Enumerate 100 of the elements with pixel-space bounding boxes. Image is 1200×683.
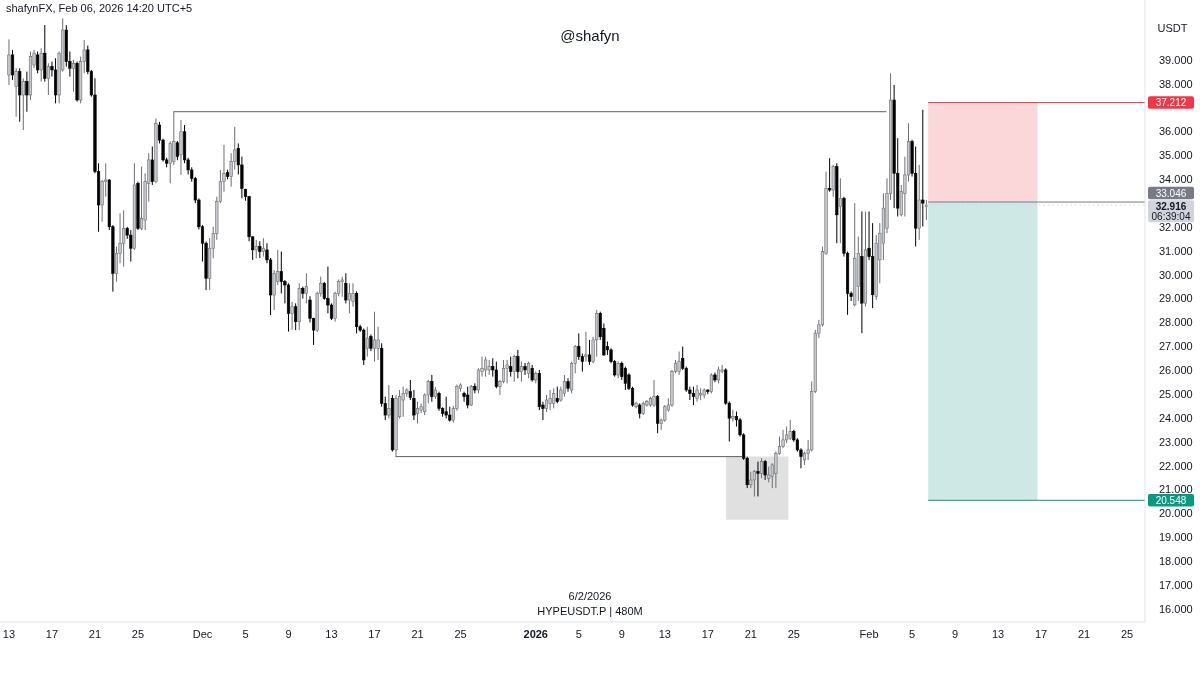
candlestick <box>175 140 179 161</box>
y-tick-label: 35.000 <box>1159 149 1193 162</box>
candlestick <box>7 38 11 86</box>
candlestick <box>763 459 767 481</box>
candlestick <box>921 109 925 228</box>
candlestick <box>505 359 509 384</box>
candlestick <box>838 177 842 244</box>
candlestick <box>294 302 298 331</box>
candlestick <box>36 51 40 74</box>
y-tick-label: 39.000 <box>1159 53 1193 66</box>
candlestick <box>129 229 133 263</box>
chart-subtitle: shafynFX, Feb 06, 2026 14:20 UTC+5 <box>6 2 193 15</box>
y-tick-label: 22.000 <box>1159 459 1193 472</box>
candlestick <box>254 239 258 259</box>
candlestick <box>290 301 294 331</box>
x-tick-label: 17 <box>701 627 714 640</box>
candlestick <box>21 77 25 131</box>
candlestick <box>25 71 29 113</box>
x-tick-label: 9 <box>285 627 292 640</box>
annotation: 6/2/2026 <box>568 589 612 603</box>
x-tick-label: 13 <box>991 627 1005 640</box>
x-tick-label: 5 <box>575 627 582 640</box>
candlestick <box>584 331 588 363</box>
y-tick-label: 18.000 <box>1159 555 1193 568</box>
candlestick <box>516 349 520 379</box>
candlestick <box>828 157 832 193</box>
y-tick-label: 20.000 <box>1159 507 1193 520</box>
x-tick-label: 25 <box>787 627 800 640</box>
y-tick-label: 24.000 <box>1159 411 1193 424</box>
candlestick <box>731 409 735 423</box>
y-tick-label: 28.000 <box>1159 316 1193 329</box>
x-tick-label: Dec <box>192 627 213 640</box>
candlestick <box>756 461 760 497</box>
x-tick-label: 2026 <box>523 627 549 640</box>
x-tick-label: 21 <box>88 627 102 640</box>
x-tick-label: 5 <box>909 627 916 640</box>
candlestick <box>494 361 498 389</box>
candlestick <box>387 384 391 419</box>
x-tick-label: Feb <box>859 627 879 640</box>
candlestick <box>46 62 50 96</box>
x-tick-label: 21 <box>1077 627 1091 640</box>
candlestick <box>347 282 351 314</box>
x-tick-label: 21 <box>744 627 757 640</box>
x-tick-label: 13 <box>658 627 671 640</box>
y-tick-label: 29.000 <box>1159 292 1193 305</box>
candlestick <box>623 366 627 391</box>
x-tick-label: 17 <box>45 627 59 640</box>
candlestick <box>39 47 43 83</box>
candlestick <box>587 339 592 366</box>
candlestick <box>71 59 76 93</box>
candlestick <box>14 67 18 118</box>
ref-line-label: 37.212 <box>1155 97 1187 109</box>
x-tick-label: 9 <box>952 627 959 640</box>
x-tick-label: 17 <box>368 627 381 640</box>
candlestick <box>562 374 566 398</box>
y-tick-label: 16.000 <box>1159 602 1193 615</box>
annotation: HYPEUSDT.P | 480M <box>537 604 643 618</box>
y-axis-title: USDT <box>1156 22 1189 35</box>
candlestick <box>18 67 22 123</box>
y-tick-label: 26.000 <box>1159 364 1193 377</box>
y-tick-label: 21.000 <box>1159 483 1193 496</box>
y-tick-label: 36.000 <box>1159 125 1193 138</box>
candlestick <box>523 362 527 376</box>
y-tick-label: 19.000 <box>1159 531 1193 544</box>
ref-line-label: 20.548 <box>1155 495 1187 507</box>
x-tick-label: 25 <box>131 627 145 640</box>
candlestick <box>652 379 656 408</box>
x-tick-label: 13 <box>325 627 338 640</box>
candlestick <box>466 386 470 409</box>
candlestick <box>566 377 570 393</box>
candlestick <box>10 49 15 81</box>
candlestick <box>376 326 380 361</box>
x-tick-label: 17 <box>1034 627 1048 640</box>
y-tick-label: 17.000 <box>1159 578 1193 591</box>
x-tick-label: 21 <box>411 627 424 640</box>
candlestick <box>512 354 516 383</box>
x-tick-label: 13 <box>2 627 16 640</box>
text: @shafyn <box>560 27 620 45</box>
y-tick-label: 25.000 <box>1159 387 1193 400</box>
candlestick <box>150 146 154 186</box>
y-tick-label: 27.000 <box>1159 340 1193 353</box>
candlestick <box>831 164 835 198</box>
candlestick <box>691 386 695 406</box>
candlestick <box>509 356 513 378</box>
y-tick-label: 32.000 <box>1159 220 1193 233</box>
candlestick <box>365 326 369 358</box>
x-tick-label: 5 <box>242 627 249 640</box>
candlestick <box>788 419 792 441</box>
y-tick-label: 31.000 <box>1159 244 1193 257</box>
candlestick <box>519 361 523 383</box>
y-tick-label: 34.000 <box>1159 173 1193 186</box>
ref-line-label: 32.916 06:39:04 <box>1151 201 1191 222</box>
candlestick <box>469 384 473 407</box>
candlestick <box>401 386 405 418</box>
y-tick-label: 38.000 <box>1159 77 1193 90</box>
candlestick <box>924 199 928 221</box>
candlestick <box>344 272 348 304</box>
x-tick-label: 9 <box>618 627 625 640</box>
y-tick-label: 23.000 <box>1159 435 1193 448</box>
x-tick-label: 25 <box>454 627 467 640</box>
